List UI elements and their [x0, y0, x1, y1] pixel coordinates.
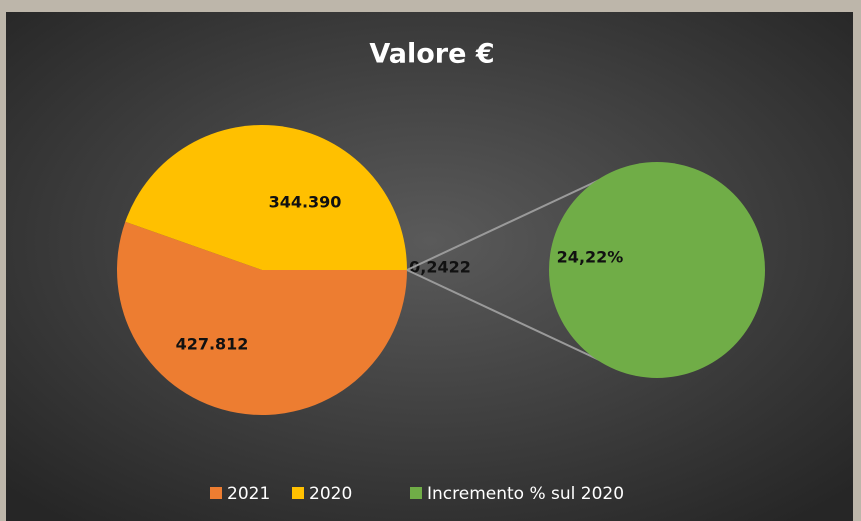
- secondary-pie-slice: [549, 162, 765, 378]
- legend-swatch: [292, 487, 304, 499]
- connector: [406, 269, 611, 366]
- pie-slice: [116, 221, 407, 415]
- data-label: 24,22%: [557, 248, 624, 267]
- data-label: 344.390: [269, 193, 342, 212]
- data-label: 427.812: [176, 335, 249, 354]
- chart-title: Valore €: [369, 39, 494, 70]
- legend-label: 2021: [227, 484, 270, 504]
- pie-slice: [125, 125, 408, 270]
- legend-label: 2020: [309, 484, 352, 504]
- connector: [406, 174, 611, 271]
- data-label: 0,2422: [409, 258, 471, 277]
- legend-swatch: [410, 487, 422, 499]
- legend-swatch: [210, 487, 222, 499]
- legend-label: Incremento % sul 2020: [427, 484, 624, 504]
